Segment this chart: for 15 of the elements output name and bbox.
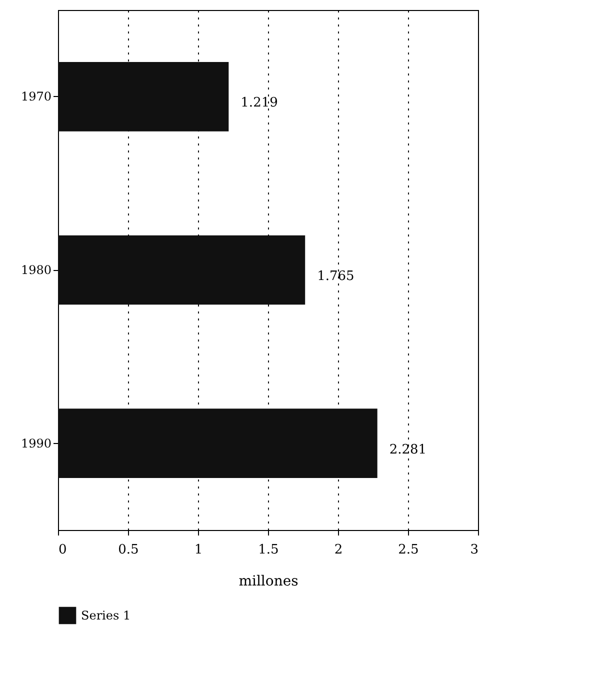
data-label: 2.281 <box>389 442 427 458</box>
y-tick-label: 1990 <box>20 436 52 450</box>
x-tick-label: 2 <box>334 542 343 558</box>
x-tick-label: 0.5 <box>118 542 139 558</box>
x-axis-title: millones <box>238 574 298 590</box>
data-label: 1.765 <box>317 269 354 284</box>
data-label: 1.219 <box>240 96 278 111</box>
legend-label: Series 1 <box>81 608 131 622</box>
x-tick-label: 1 <box>194 542 203 558</box>
x-tick-label: 2.5 <box>398 542 419 558</box>
y-tick-label: 1970 <box>20 90 52 104</box>
x-tick-label: 0 <box>58 542 67 558</box>
x-tick-label: 1.5 <box>258 542 279 558</box>
x-tick-label: 3 <box>470 542 478 558</box>
y-tick-label: 1980 <box>20 263 52 277</box>
